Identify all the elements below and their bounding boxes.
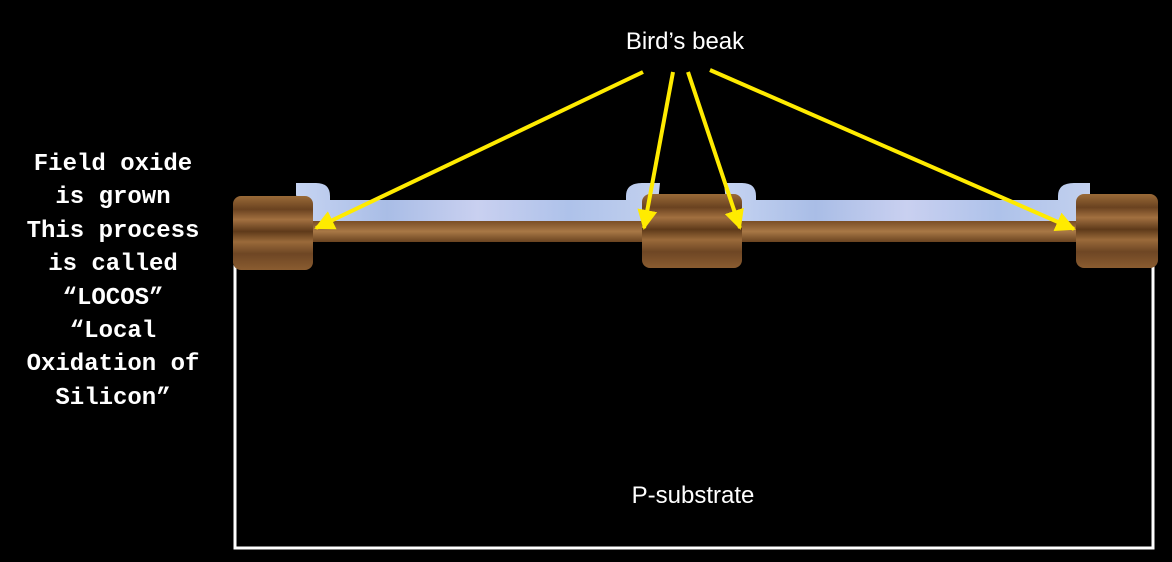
substrate-label: P-substrate (631, 482, 755, 509)
birds-beak-arrow (686, 71, 744, 230)
caption-line: This process (26, 217, 200, 245)
process-caption: Field oxide is grown This process is cal… (0, 148, 226, 415)
caption-line: Field oxide (33, 151, 193, 178)
field-oxide-right (1076, 194, 1158, 268)
caption-line: Oxidation of (26, 351, 200, 379)
nitride-layer-left (296, 183, 660, 221)
field-oxide-left (233, 196, 313, 270)
caption-line: “LOCOS” (62, 284, 164, 312)
caption-line: is grown (55, 184, 171, 212)
birds-beak-label: Bird’s beak (625, 28, 745, 55)
field-oxide-center (642, 194, 742, 268)
caption-line: Silicon” (55, 384, 171, 412)
birds-beak-arrow (709, 68, 1076, 231)
caption-line: is called (48, 251, 178, 279)
birds-beak-arrow (314, 70, 644, 230)
nitride-layer-right (724, 183, 1090, 221)
caption-line: “Local (69, 318, 157, 346)
birds-beak-arrow (637, 71, 675, 230)
